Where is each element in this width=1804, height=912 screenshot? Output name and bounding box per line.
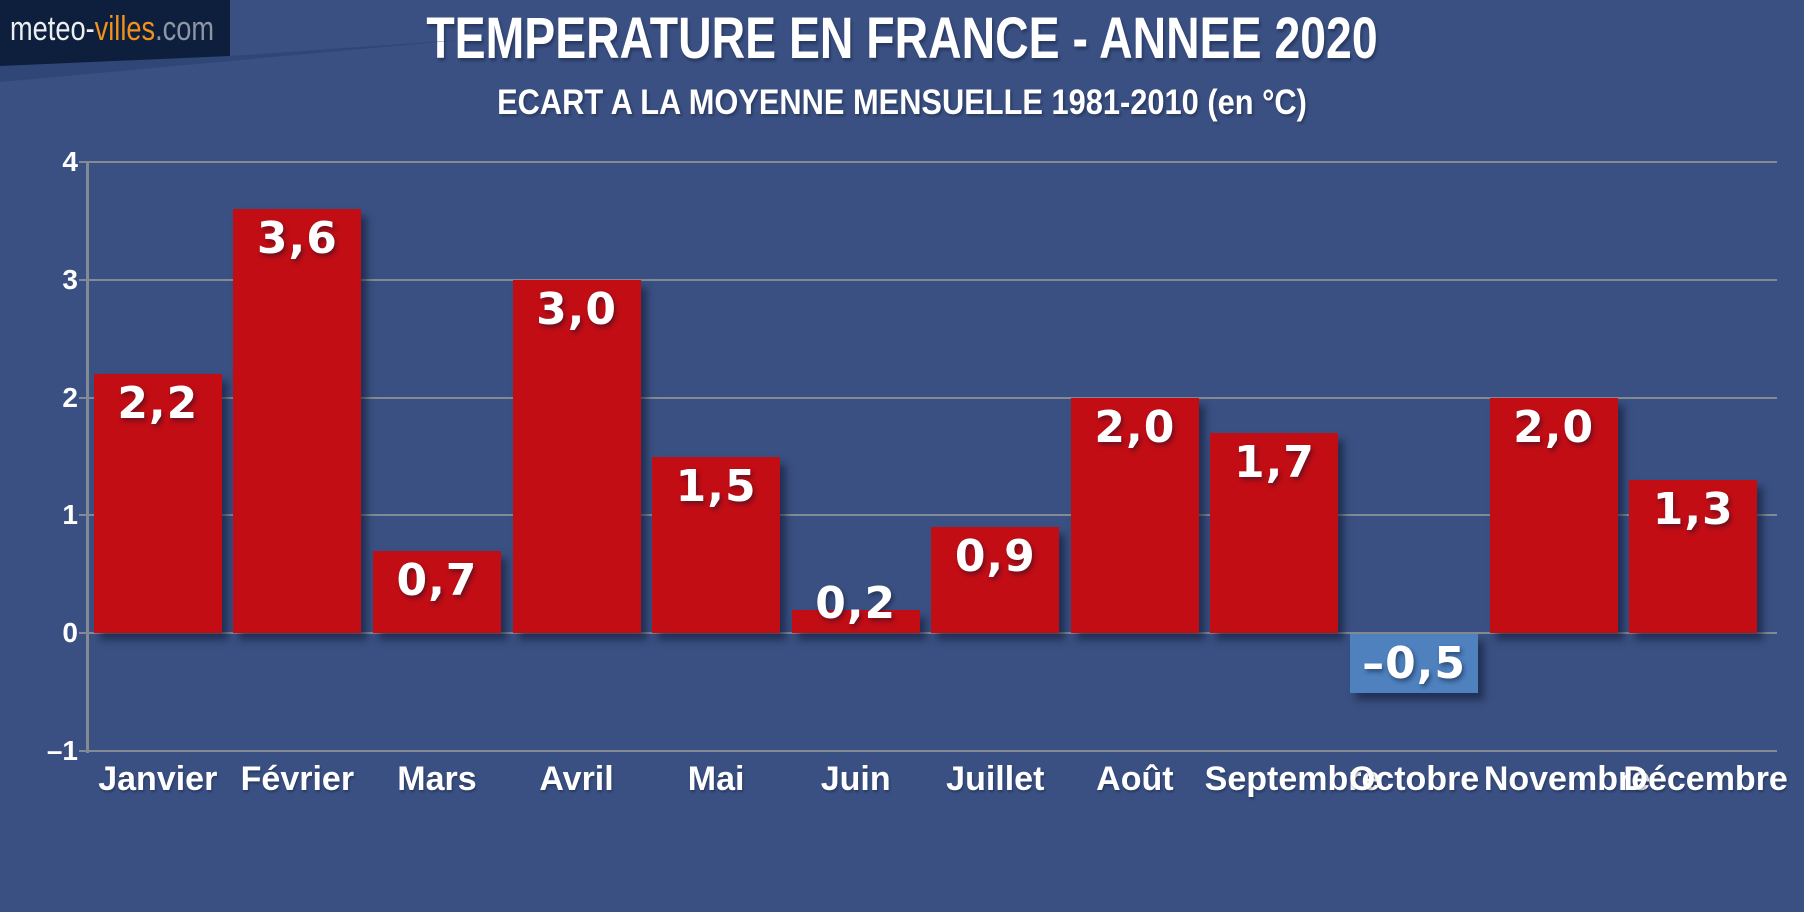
gridline bbox=[79, 278, 1777, 281]
x-tick-label: Septembre bbox=[1204, 760, 1381, 798]
gridline bbox=[79, 632, 1777, 635]
chart-subtitle: ECART A LA MOYENNE MENSUELLE 1981-2010 (… bbox=[497, 83, 1307, 122]
bar-janvier bbox=[93, 374, 222, 634]
bar-décembre bbox=[1629, 480, 1758, 634]
bar-value-label: 1,7 bbox=[1233, 436, 1315, 488]
x-tick-label: Décembre bbox=[1623, 760, 1788, 798]
bar-value-label: 2,0 bbox=[1513, 401, 1595, 453]
bar-mai bbox=[652, 456, 781, 634]
bar-value-label: 1,3 bbox=[1652, 484, 1734, 536]
bar-value-label: 0,2 bbox=[815, 577, 897, 629]
bar-avril bbox=[512, 279, 641, 634]
bar-août bbox=[1070, 397, 1199, 634]
bar-juin bbox=[791, 609, 920, 634]
x-tick-label: Juillet bbox=[946, 760, 1045, 798]
bar-value-label: –0,5 bbox=[1362, 637, 1467, 689]
x-tick-label: Mars bbox=[397, 760, 477, 798]
bar-value-label: 2,2 bbox=[117, 378, 199, 430]
x-tick-label: Novembre bbox=[1483, 760, 1651, 798]
bar-value-label: 1,5 bbox=[675, 460, 757, 512]
meteo-villes-logo[interactable]: meteo-villes.com bbox=[0, 0, 820, 110]
y-tick-label: 0 bbox=[62, 617, 78, 649]
x-tick-label: Octobre bbox=[1348, 760, 1480, 798]
x-tick-label: Avril bbox=[539, 760, 614, 798]
gridline bbox=[79, 514, 1777, 517]
x-tick-label: Août bbox=[1096, 760, 1174, 798]
gridline bbox=[79, 750, 1777, 752]
gridline bbox=[79, 161, 1777, 163]
logo-text: meteo-villes.com bbox=[10, 10, 250, 49]
bar-value-label: 0,7 bbox=[396, 554, 478, 606]
x-tick-label: Février bbox=[240, 760, 355, 798]
logo-text-villes: villes bbox=[94, 10, 156, 48]
y-axis-line bbox=[86, 162, 89, 753]
x-tick-label: Janvier bbox=[98, 760, 218, 798]
logo-text-com: .com bbox=[155, 10, 215, 48]
bar-septembre bbox=[1210, 432, 1339, 634]
bar-février bbox=[233, 209, 362, 634]
bar-mars bbox=[372, 550, 501, 634]
logo-text-meteo: meteo- bbox=[10, 10, 95, 48]
logo-swoosh-band bbox=[0, 40, 460, 82]
bar-octobre bbox=[1350, 634, 1479, 694]
chart-title: TEMPERATURE EN FRANCE - ANNEE 2020 bbox=[426, 6, 1378, 71]
x-tick-label: Juin bbox=[820, 760, 891, 798]
gridline bbox=[79, 396, 1777, 399]
y-tick-label: –1 bbox=[46, 735, 78, 766]
y-tick-label: 4 bbox=[62, 146, 78, 177]
bar-juillet bbox=[931, 527, 1060, 634]
bar-novembre bbox=[1489, 397, 1618, 634]
bar-value-label: 3,0 bbox=[536, 283, 618, 335]
y-tick-label: 2 bbox=[62, 381, 78, 413]
x-tick-label: Mai bbox=[687, 760, 745, 798]
logo-swoosh-shape bbox=[0, 0, 460, 82]
bar-value-label: 0,9 bbox=[954, 531, 1036, 583]
bar-value-label: 2,0 bbox=[1094, 401, 1176, 453]
bar-value-label: 3,6 bbox=[256, 213, 338, 265]
y-tick-label: 1 bbox=[62, 499, 78, 531]
y-tick-label: 3 bbox=[62, 263, 78, 295]
logo-dark-box bbox=[0, 0, 230, 66]
